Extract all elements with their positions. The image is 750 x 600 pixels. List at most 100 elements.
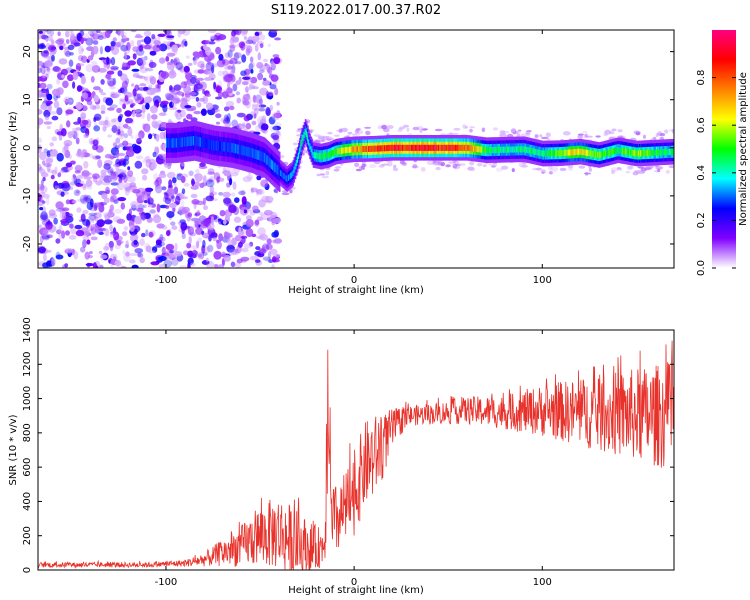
spectrogram-cell [69,223,74,229]
spectrogram-cell [354,162,360,168]
spectrogram-cell [72,71,79,80]
spectrogram-cell [40,213,49,222]
spectrogram-ridge-cell [202,137,204,148]
spectrogram-ylabel: Frequency (Hz) [8,111,19,187]
spectrogram-ridge-cell [168,138,170,148]
spectrogram-cell [91,30,98,34]
spectrogram-cell [82,209,89,215]
spectrogram-cell [208,235,212,242]
spectrogram-ridge-cell [539,149,542,156]
spectrogram-cell [113,199,119,205]
spectrogram-ridge-cell [311,149,314,156]
spectrogram-cell [150,105,158,114]
spectrogram-cell [119,158,126,162]
spectrogram-ridge-cell [563,149,565,156]
spectrogram-cell [46,93,53,101]
spectrogram-cell [126,42,131,51]
spectrogram-ridge-cell [644,150,647,157]
spectrogram-ridge-cell [509,146,511,153]
spectrogram-cell [235,80,241,85]
spectrogram-ridge-cell [590,150,593,157]
spectrogram-ridge-cell [572,149,574,156]
spectrogram-ridge-cell [362,146,364,153]
spectrogram-cell [39,166,43,172]
spectrogram-ridge-cell [645,150,648,157]
spectrogram-cell [175,62,183,70]
spectrogram-ridge-cell [238,144,240,155]
spectrogram-ridge-cell [391,144,394,151]
spectrogram-ridge-cell [482,146,484,153]
spectrogram-ridge-cell [276,164,279,175]
snr-xlabel: Height of straight line (km) [288,585,424,596]
spectrogram-cell [143,123,151,132]
spectrogram-cell [262,77,267,81]
spectrogram-ridge-cell [273,161,275,172]
spectrogram-cell [45,37,49,42]
spectrogram-cell [259,211,264,216]
spectrogram-cell [215,96,222,100]
spectrogram-ridge-cell [527,147,529,154]
spectrogram-cell [226,245,236,249]
spectrogram-ridge-cell [310,146,313,153]
spectrogram-ridge-cell [441,144,443,151]
colorbar-tick-label: 0.2 [696,212,707,228]
spectrogram-cell [280,155,285,159]
spectrogram-cell [165,56,170,62]
spectrogram-cell [122,249,126,255]
spectrogram-cell [56,78,61,85]
spectrogram-cell [259,43,264,49]
spectrogram-cell [42,177,46,182]
spectrogram-cell [196,101,202,108]
spectrogram-cell [110,173,116,180]
spectrogram-cell [205,46,212,56]
spectrogram-cell [56,107,63,116]
spectrogram-cell [75,103,84,110]
spectrogram-cell [89,104,95,110]
spectrogram-cell [233,52,242,59]
spectrogram-cell [668,165,674,169]
spectrogram-cell [58,58,68,65]
spectrogram-cell [93,86,101,91]
spectrogram-cell [452,163,458,169]
spectrogram-cell [136,252,142,257]
spectrogram-ridge-cell [355,146,358,153]
spectrogram-ridge-cell [247,147,249,157]
spectrogram-cell [399,161,406,165]
spectrogram-cell [217,91,224,98]
spectrogram-cell [127,100,134,105]
spectrogram-cell [257,216,264,221]
spectrogram-cell [190,245,199,250]
spectrogram-cell [223,119,227,124]
spectrogram-cell [124,95,129,102]
spectrogram-cell [131,83,135,87]
spectrogram-cell [258,98,263,105]
spectrogram-cell [114,91,121,98]
spectrogram-cell [48,209,56,217]
spectrogram-ridge-cell [395,144,397,151]
spectrogram-ridge-cell [583,149,586,156]
spectrogram-ridge-cell [365,145,368,152]
spectrogram-ridge-cell [270,159,273,169]
spectrogram-cell [222,59,226,65]
spectrogram-cell [75,190,80,194]
spectrogram-cell [78,55,84,62]
spectrogram-cell [492,127,498,131]
spectrogram-cell [148,61,157,68]
spectrogram-cell [181,232,186,240]
spectrogram-ridge-cell [205,138,208,149]
spectrogram-ridge-cell [414,144,416,151]
spectrogram-cell [151,162,157,170]
spectrogram-ridge-cell [368,145,370,152]
spectrogram-cell [250,56,254,63]
spectrogram-cell [198,165,208,170]
spectrogram-cell [171,257,179,267]
spectrogram-ridge-cell [650,149,652,156]
spectrogram-cell [510,128,517,134]
spectrogram-cell [186,213,191,222]
spectrogram-ridge-cell [618,147,621,154]
spectrogram-cell [115,137,121,144]
spectrogram-ridge-cell [331,150,334,157]
spectrogram-cell [72,174,76,179]
spectrogram-ridge-cell [274,162,276,173]
spectrogram-cell [146,216,153,223]
